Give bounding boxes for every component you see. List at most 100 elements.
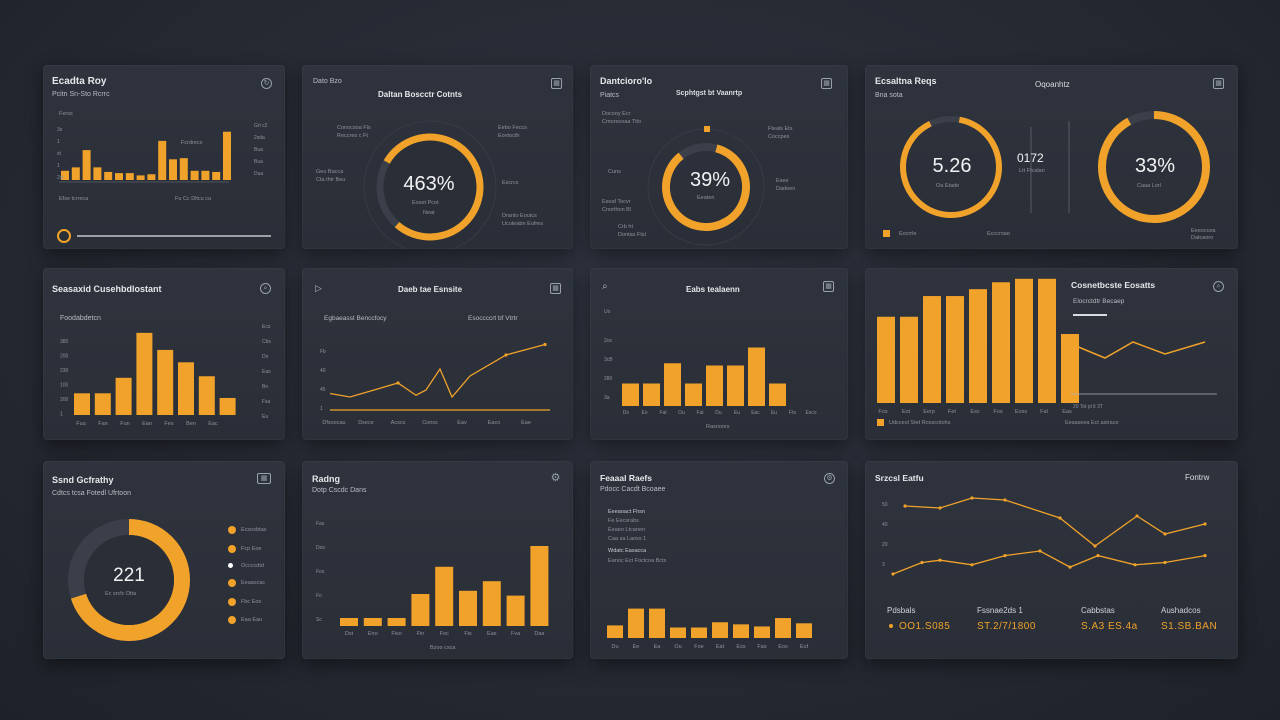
kpi-label: Fssnae2ds 1 (977, 606, 1023, 615)
bar (482, 581, 501, 626)
kpi-value: S.A3 ES.4a (1081, 621, 1138, 632)
y-tick-right: Grl c2 (254, 123, 268, 129)
search-icon[interactable]: ⌕ (1213, 281, 1224, 292)
bar (712, 622, 728, 638)
x-tick: Eerp (923, 409, 935, 415)
bar (506, 595, 525, 626)
card-subtitle: Dotp Cscdc Dans (312, 487, 367, 494)
info-label: Caa sa Laoss 1 (608, 536, 647, 542)
card-subtitle: Foodabdetcn (60, 315, 101, 322)
footer-label: Efse tcrreca (59, 196, 89, 202)
card-subtitle: Bna sota (875, 92, 903, 99)
refresh-icon[interactable]: ↻ (261, 78, 272, 89)
x-tick: Eac (751, 410, 760, 416)
donut-hole (84, 535, 174, 625)
x-tick: Euf (800, 644, 809, 650)
gauge-arc (662, 142, 750, 231)
bar (169, 159, 177, 180)
x-tick: Eas (487, 631, 497, 637)
data-point (543, 342, 547, 347)
kpi-label: Aushadcos (1161, 606, 1201, 615)
x-tick: Eac (208, 421, 218, 427)
y-tick: 3cB (604, 357, 613, 363)
grid-icon[interactable]: ▦ (257, 473, 271, 484)
y-tick: 230 (60, 368, 69, 374)
donut-chart (68, 519, 190, 641)
gear-icon[interactable]: ⚙ (824, 473, 835, 484)
kpi-label: Cabbstas (1081, 606, 1115, 615)
x-tick: Conss (422, 420, 438, 426)
bar (748, 347, 765, 406)
bar (649, 608, 665, 638)
x-tick: Fos (993, 409, 1002, 415)
legend-b: Ecccroao (987, 231, 1010, 237)
x-tick: Ean (142, 421, 152, 427)
y-tick: 2st (57, 175, 64, 181)
x-tick: Esc (970, 409, 979, 415)
gauge-value: 463% (403, 173, 455, 195)
legend-dot (228, 526, 236, 534)
legend-c: Eeeoccea Datcaoro (1191, 228, 1216, 241)
search-icon[interactable]: ⌕ (260, 283, 271, 294)
bar (136, 175, 145, 180)
series-a-point (970, 496, 974, 500)
right-label: Eebo Feccs (498, 125, 528, 131)
x-tick: Eas (1062, 409, 1072, 415)
series-a-point (1093, 544, 1097, 548)
bar (900, 316, 918, 403)
timeline-slider[interactable] (77, 235, 271, 237)
y-tick: 1 (60, 412, 63, 418)
bar (158, 140, 167, 180)
y-tick-right: Cbs (262, 339, 271, 345)
card-dantcioro: Dantcioro'lo Piatcs Scphtgst bt Vaanrtp … (590, 65, 848, 249)
info-label: Eanoc Ect Foctcoa Bcts (608, 558, 667, 564)
bar (190, 170, 199, 180)
grid-icon[interactable]: ▦ (821, 78, 832, 89)
bar (125, 173, 134, 180)
series-b-point (1003, 554, 1007, 558)
left-label: Cnorthon Bl (602, 207, 632, 213)
card-ssnd-gcfrathy: Ssnd Gcfrathy Cdtcs tcsa Fotedl Ufrtoon … (43, 461, 285, 659)
info-label: Fe Eecsrabs (608, 518, 639, 524)
x-tick: Eu (734, 410, 740, 416)
y-tick-right: Fsa (262, 399, 271, 405)
card-title: Ecsaltna Reqs (875, 76, 937, 86)
chevron-right-icon[interactable]: ▷ (315, 283, 322, 293)
bar (796, 623, 812, 638)
series-a-point (1058, 516, 1062, 520)
info-label: Eeaeo Ltcanen (608, 527, 646, 533)
card-eabs-tealaenn: ⌕ Eabs tealaenn ▦ Uo 2ce 3cB 280 3a Do Eo Fal Ou… (590, 268, 848, 440)
gear-icon[interactable]: ⚙ (550, 472, 561, 484)
play-icon[interactable] (57, 229, 71, 243)
left-label: Reccres c Ft (337, 133, 368, 139)
x-tick: Dfsoocau (322, 420, 345, 426)
donut-caption: Ec srcfc Dtta (105, 591, 137, 597)
x-tick: Eot (902, 409, 911, 415)
x-tick: Eae (521, 420, 531, 426)
grid-icon[interactable]: ▦ (551, 78, 562, 89)
bar (178, 362, 194, 415)
x-tick: Eo (641, 410, 647, 416)
card-title: Eabs tealaenn (686, 285, 740, 294)
legend-a: Udcceol Stet Rosscotohs (889, 420, 951, 426)
search-icon[interactable]: ⌕ (602, 281, 608, 292)
kpi-label: Pdsbals (887, 606, 916, 615)
card-title: Daltan Boscctr Cotnts (378, 90, 463, 99)
y-tick-right: 2sda (254, 135, 265, 141)
x-tick: Fuu (76, 421, 85, 427)
header-right: Fontrw (1185, 473, 1210, 482)
legend-label: Eaa Eau (241, 617, 263, 623)
info-label: Eeeaoact Fhsn (608, 509, 645, 515)
bar (628, 608, 644, 638)
series-line (1075, 341, 1206, 359)
bar (71, 167, 80, 180)
card-radng: Radng Dotp Cscdc Dans ⚙ Fas Dos Fos Fo Sc Dst… (302, 461, 573, 659)
gauge-b-value: 33% (1134, 155, 1176, 177)
left-label: Eseaf Tocvr (602, 199, 631, 205)
legend-dot (228, 598, 236, 606)
grid-icon[interactable]: ▦ (1213, 78, 1224, 89)
grid-icon[interactable]: ▦ (550, 283, 561, 294)
grid-icon[interactable]: ▦ (823, 281, 834, 292)
bar-chart: Fas Dos Fos Fo Sc Dst Eno Fiso Fin Foc Fis Eas Fva Da… (316, 521, 549, 637)
